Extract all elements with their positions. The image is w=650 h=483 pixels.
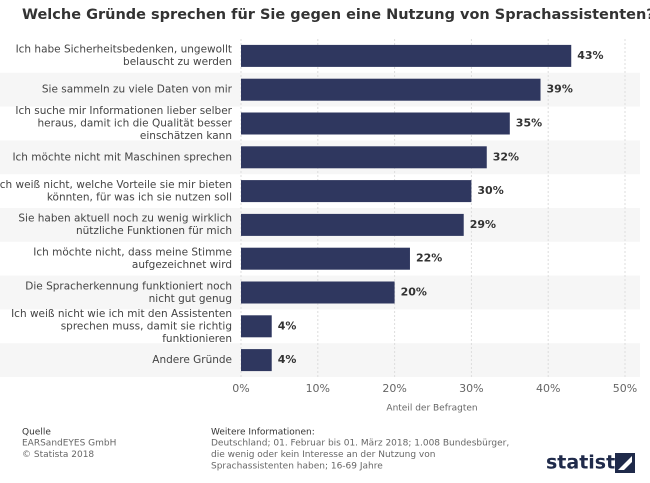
y-tick-label: Ich möchte nicht mit Maschinen sprechen	[12, 151, 232, 163]
y-tick-label: Sie haben aktuell noch zu wenig wirklich	[18, 213, 232, 225]
value-label: 43%	[577, 49, 603, 62]
bar	[241, 180, 472, 203]
bar	[241, 247, 410, 270]
y-tick-label: belauscht zu werden	[123, 56, 232, 68]
info-title: Weitere Informationen:	[211, 428, 315, 438]
info-line: die wenig oder kein Interesse an der Nut…	[211, 450, 435, 460]
x-tick-label: 40%	[536, 382, 560, 395]
x-tick-label: 10%	[306, 382, 330, 395]
x-tick-label: 50%	[613, 382, 637, 395]
info-line: Sprachassistenten haben; 16-69 Jahre	[211, 462, 383, 472]
bar	[241, 349, 272, 372]
bar	[241, 213, 464, 236]
y-tick-label: aufgezeichnet wird	[132, 259, 232, 271]
y-tick-label: sprechen muss, damit sie richtig	[61, 320, 232, 332]
y-tick-label: Ich weiß nicht, welche Vorteile sie mir …	[0, 179, 232, 191]
value-label: 30%	[477, 184, 503, 197]
value-label: 20%	[401, 286, 427, 299]
y-tick-label: Ich weiß nicht wie ich mit den Assistent…	[11, 308, 232, 320]
x-tick-label: 20%	[382, 382, 406, 395]
value-label: 39%	[547, 83, 573, 96]
value-label: 4%	[278, 319, 297, 332]
info-line: Deutschland; 01. Februar bis 01. März 20…	[211, 439, 509, 449]
source-line: © Statista 2018	[22, 450, 94, 460]
bar	[241, 112, 510, 135]
bar	[241, 281, 395, 304]
row-band	[0, 343, 640, 377]
value-label: 22%	[416, 252, 442, 265]
logo: statista	[546, 452, 635, 474]
value-label: 29%	[470, 218, 496, 231]
logo-text: statista	[546, 452, 628, 474]
bar	[241, 78, 541, 101]
x-tick-label: 0%	[232, 382, 249, 395]
bar	[241, 315, 272, 338]
y-tick-label: funktionieren	[162, 333, 232, 345]
y-tick-label: Ich suche mir Informationen lieber selbe…	[15, 105, 232, 117]
value-label: 32%	[493, 150, 519, 163]
y-tick-label: nützliche Funktionen für mich	[76, 225, 232, 237]
y-tick-label: Die Spracherkennung funktioniert noch	[25, 280, 232, 292]
bar	[241, 44, 572, 67]
y-tick-label: einschätzen kann	[140, 130, 232, 142]
source-title: Quelle	[22, 428, 51, 438]
source-line: EARSandEYES GmbH	[22, 439, 116, 449]
value-label: 35%	[516, 117, 542, 130]
x-axis-label: Anteil der Befragten	[386, 404, 477, 414]
x-tick-label: 30%	[459, 382, 483, 395]
y-tick-label: könnten, für was ich sie nutzen soll	[47, 191, 232, 203]
y-tick-label: nicht gut genug	[149, 293, 232, 305]
chart-title: Welche Gründe sprechen für Sie gegen ein…	[22, 7, 650, 23]
y-tick-label: Ich habe Sicherheitsbedenken, ungewollt	[16, 44, 232, 56]
y-tick-label: Andere Gründe	[152, 354, 232, 366]
bar	[241, 146, 487, 169]
value-label: 4%	[278, 353, 297, 366]
y-tick-label: Sie sammeln zu viele Daten von mir	[42, 84, 233, 96]
y-tick-label: heraus, damit ich die Qualität besser	[38, 118, 233, 130]
y-tick-label: Ich möchte nicht, dass meine Stimme	[33, 246, 232, 258]
logo-icon-mark	[618, 456, 632, 470]
